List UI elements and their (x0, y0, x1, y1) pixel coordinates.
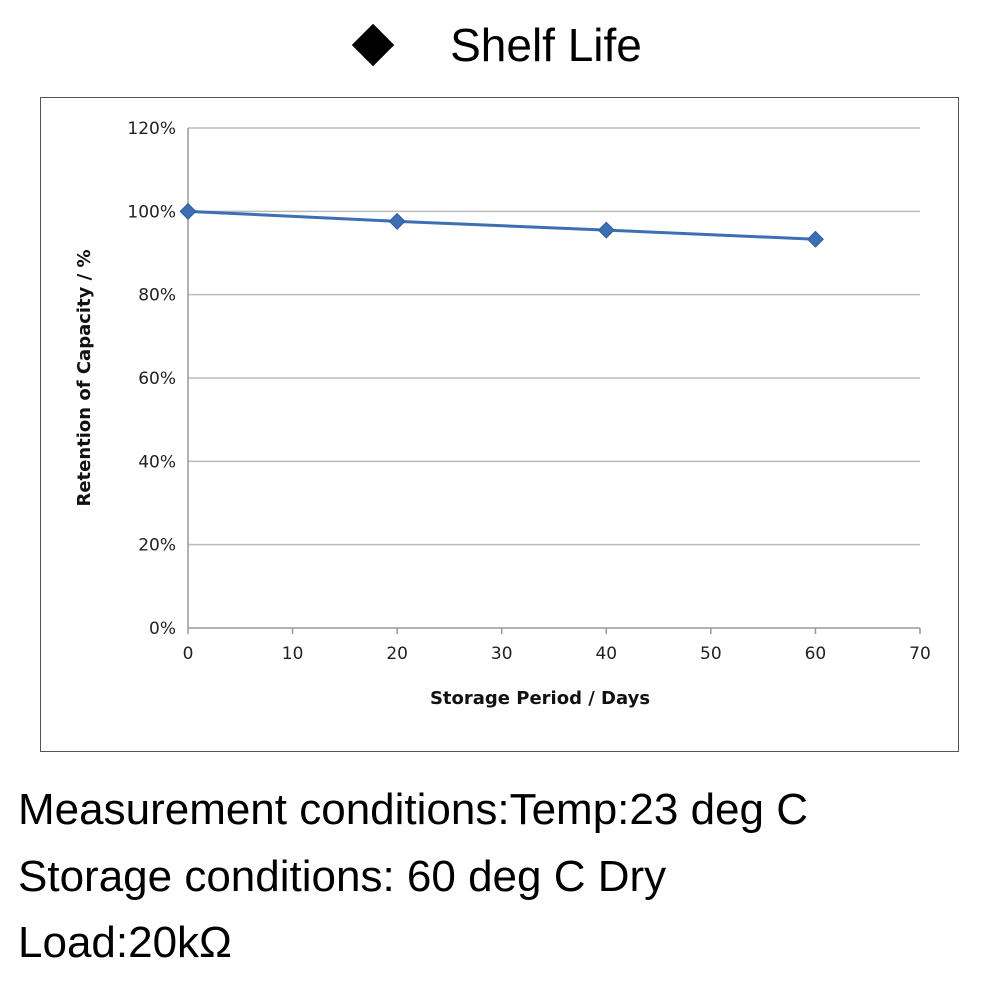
x-tick-label: 60 (805, 644, 827, 664)
chart-title: Shelf Life (0, 18, 1000, 72)
x-tick-label: 20 (386, 644, 408, 664)
x-tick-label: 70 (909, 644, 931, 664)
title-text: Shelf Life (450, 19, 642, 71)
y-tick-label: 40% (138, 452, 176, 472)
x-tick-label: 30 (491, 644, 513, 664)
x-axis-label: Storage Period / Days (430, 688, 650, 709)
data-point (806, 230, 824, 248)
data-point (388, 212, 406, 230)
chart-frame (40, 97, 959, 752)
y-tick-label: 100% (127, 202, 176, 222)
series-line (187, 209, 816, 241)
x-tick-label: 10 (282, 644, 304, 664)
y-tick-label: 120% (127, 119, 176, 139)
y-tick-label: 0% (149, 619, 176, 639)
y-tick-label: 20% (138, 536, 176, 556)
y-tick-label: 60% (138, 369, 176, 389)
measurement-conditions: Measurement conditions:Temp:23 deg C (18, 785, 808, 834)
data-point (597, 221, 615, 239)
y-tick-label: 80% (138, 286, 176, 306)
y-axis-label: Retention of Capacity / % (74, 249, 95, 506)
x-tick-label: 40 (595, 644, 617, 664)
data-point (179, 202, 197, 220)
load-condition: Load:20kΩ (18, 918, 232, 967)
storage-conditions: Storage conditions: 60 deg C Dry (18, 852, 667, 901)
x-tick-label: 0 (183, 644, 194, 664)
x-tick-label: 50 (700, 644, 722, 664)
